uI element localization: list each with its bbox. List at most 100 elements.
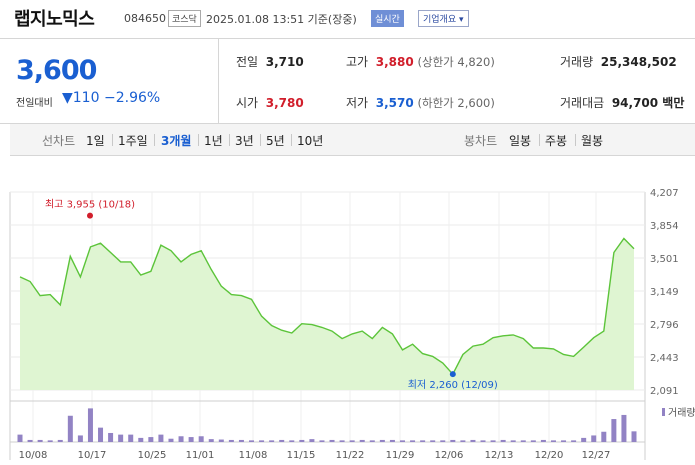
volume-bar [349,440,355,442]
prev-close-value: 3,710 [265,55,304,69]
tab-divider [539,134,540,146]
volume-bar [389,439,395,442]
x-tick-label: 12/27 [582,450,611,461]
low-marker [449,371,456,378]
volume-bar [611,419,617,442]
volume-bar [550,440,556,442]
tab-1d[interactable]: 1일 [86,134,105,148]
current-price-box: 3,600 전일대비 ▼110 −2.96% [0,39,219,123]
volume-bar [379,439,385,442]
x-tick-label: 11/08 [239,450,268,461]
tab-5y[interactable]: 5년 [266,134,285,148]
x-tick-label: 12/20 [535,450,564,461]
volume-bar [460,440,466,442]
tab-3m[interactable]: 3개월 [161,134,192,148]
tab-10y[interactable]: 10년 [297,134,324,148]
line-chart-label: 선차트 [42,134,76,148]
high-marker [87,212,93,219]
y-tick-label: 3,149 [650,287,679,298]
market-badge: 코스닥 [168,10,201,27]
company-info-dropdown[interactable]: 기업개요 ▾ [418,10,469,27]
volume-bar [158,434,164,442]
volume-bar [571,440,577,442]
tab-divider [575,134,576,146]
tab-3y[interactable]: 3년 [235,134,254,148]
volume-bar [591,435,597,442]
volume-bar [249,440,255,442]
volume-bar [520,440,526,442]
volume-bar [77,435,83,442]
volume-value: 25,348,502 [600,55,677,69]
low-value: 3,570 [375,96,414,110]
volume-bar [510,440,516,442]
tab-divider [291,134,292,146]
volume-bar [138,437,144,442]
volume-bar [430,440,436,442]
open-label: 시가 [236,96,259,110]
tab-daily[interactable]: 일봉 [509,134,532,148]
volume-bar [279,439,285,442]
volume-legend-label: 거래량 [668,407,695,419]
volume-bar [581,437,587,442]
amount-value: 94,700 백만 [611,96,685,110]
volume-bar [399,440,405,442]
volume-bar [57,439,63,442]
volume-bar [27,439,33,442]
x-tick-label: 11/15 [287,450,316,461]
tab-1w[interactable]: 1주일 [118,134,148,148]
candle-chart-label: 봉차트 [464,134,498,148]
volume-bar [118,434,124,442]
x-tick-label: 12/06 [435,450,464,461]
volume-bar [369,440,375,442]
x-tick-label: 11/29 [386,450,415,461]
volume-bar [440,440,446,442]
volume-bar [269,440,275,442]
amount-stat: 거래대금 94,700 백만 [560,94,684,111]
realtime-button[interactable]: 실시간 [371,10,404,27]
low-price: 저가 3,570 (하한가 2,600) [346,94,495,111]
stock-code: 084650 [124,12,166,25]
volume-bar [198,436,204,442]
y-tick-label: 3,501 [650,254,679,265]
tab-monthly[interactable]: 월봉 [581,134,604,148]
price-chart[interactable]: 4,207 3,854 3,501 3,149 2,796 2,443 2,091 10/08… [0,180,695,465]
price-area [20,238,634,390]
tab-divider [260,134,261,146]
x-tick-label: 11/01 [186,450,215,461]
volume-bar [490,440,496,442]
volume-bar [540,439,546,442]
volume-bar [319,440,325,442]
change-value: ▼110 [62,90,100,106]
tab-1y[interactable]: 1년 [204,134,223,148]
tab-weekly[interactable]: 주봉 [545,134,568,148]
volume-bar [148,437,154,442]
volume-bar [601,431,607,442]
y-tick-label: 2,796 [650,320,679,331]
volume-bar [259,440,265,442]
x-tick-label: 10/08 [19,450,48,461]
volume-bar [480,440,486,442]
change-label: 전일대비 [16,98,53,109]
y-tick-label: 2,091 [650,386,679,397]
x-tick-label: 11/22 [336,450,365,461]
open-price: 시가 3,780 [236,94,304,111]
change-percent: −2.96% [104,90,161,106]
high-value: 3,880 [375,55,414,69]
stock-header: 랩지노믹스 084650 코스닥 2025.01.08 13:51 기준(장중)… [0,0,695,36]
y-tick-label: 2,443 [650,353,679,364]
price-panel: 3,600 전일대비 ▼110 −2.96% 전일 3,710 고가 3,880… [0,38,695,124]
volume-bar [339,440,345,442]
volume-bar [420,440,426,442]
volume-bar [37,439,43,442]
upper-limit: (상한가 4,820) [417,55,495,69]
price-line [19,237,635,376]
y-tick-label: 4,207 [650,188,679,199]
low-annotation: 최저 2,260 (12/09) [408,379,498,391]
volume-bar [188,437,194,442]
volume-bar [47,440,53,442]
timestamp: 2025.01.08 13:51 기준(장중) [206,13,357,26]
volume-bar [410,440,416,442]
volume-bar [470,439,476,442]
high-annotation: 최고 3,955 (10/18) [45,199,135,211]
tab-divider [229,134,230,146]
